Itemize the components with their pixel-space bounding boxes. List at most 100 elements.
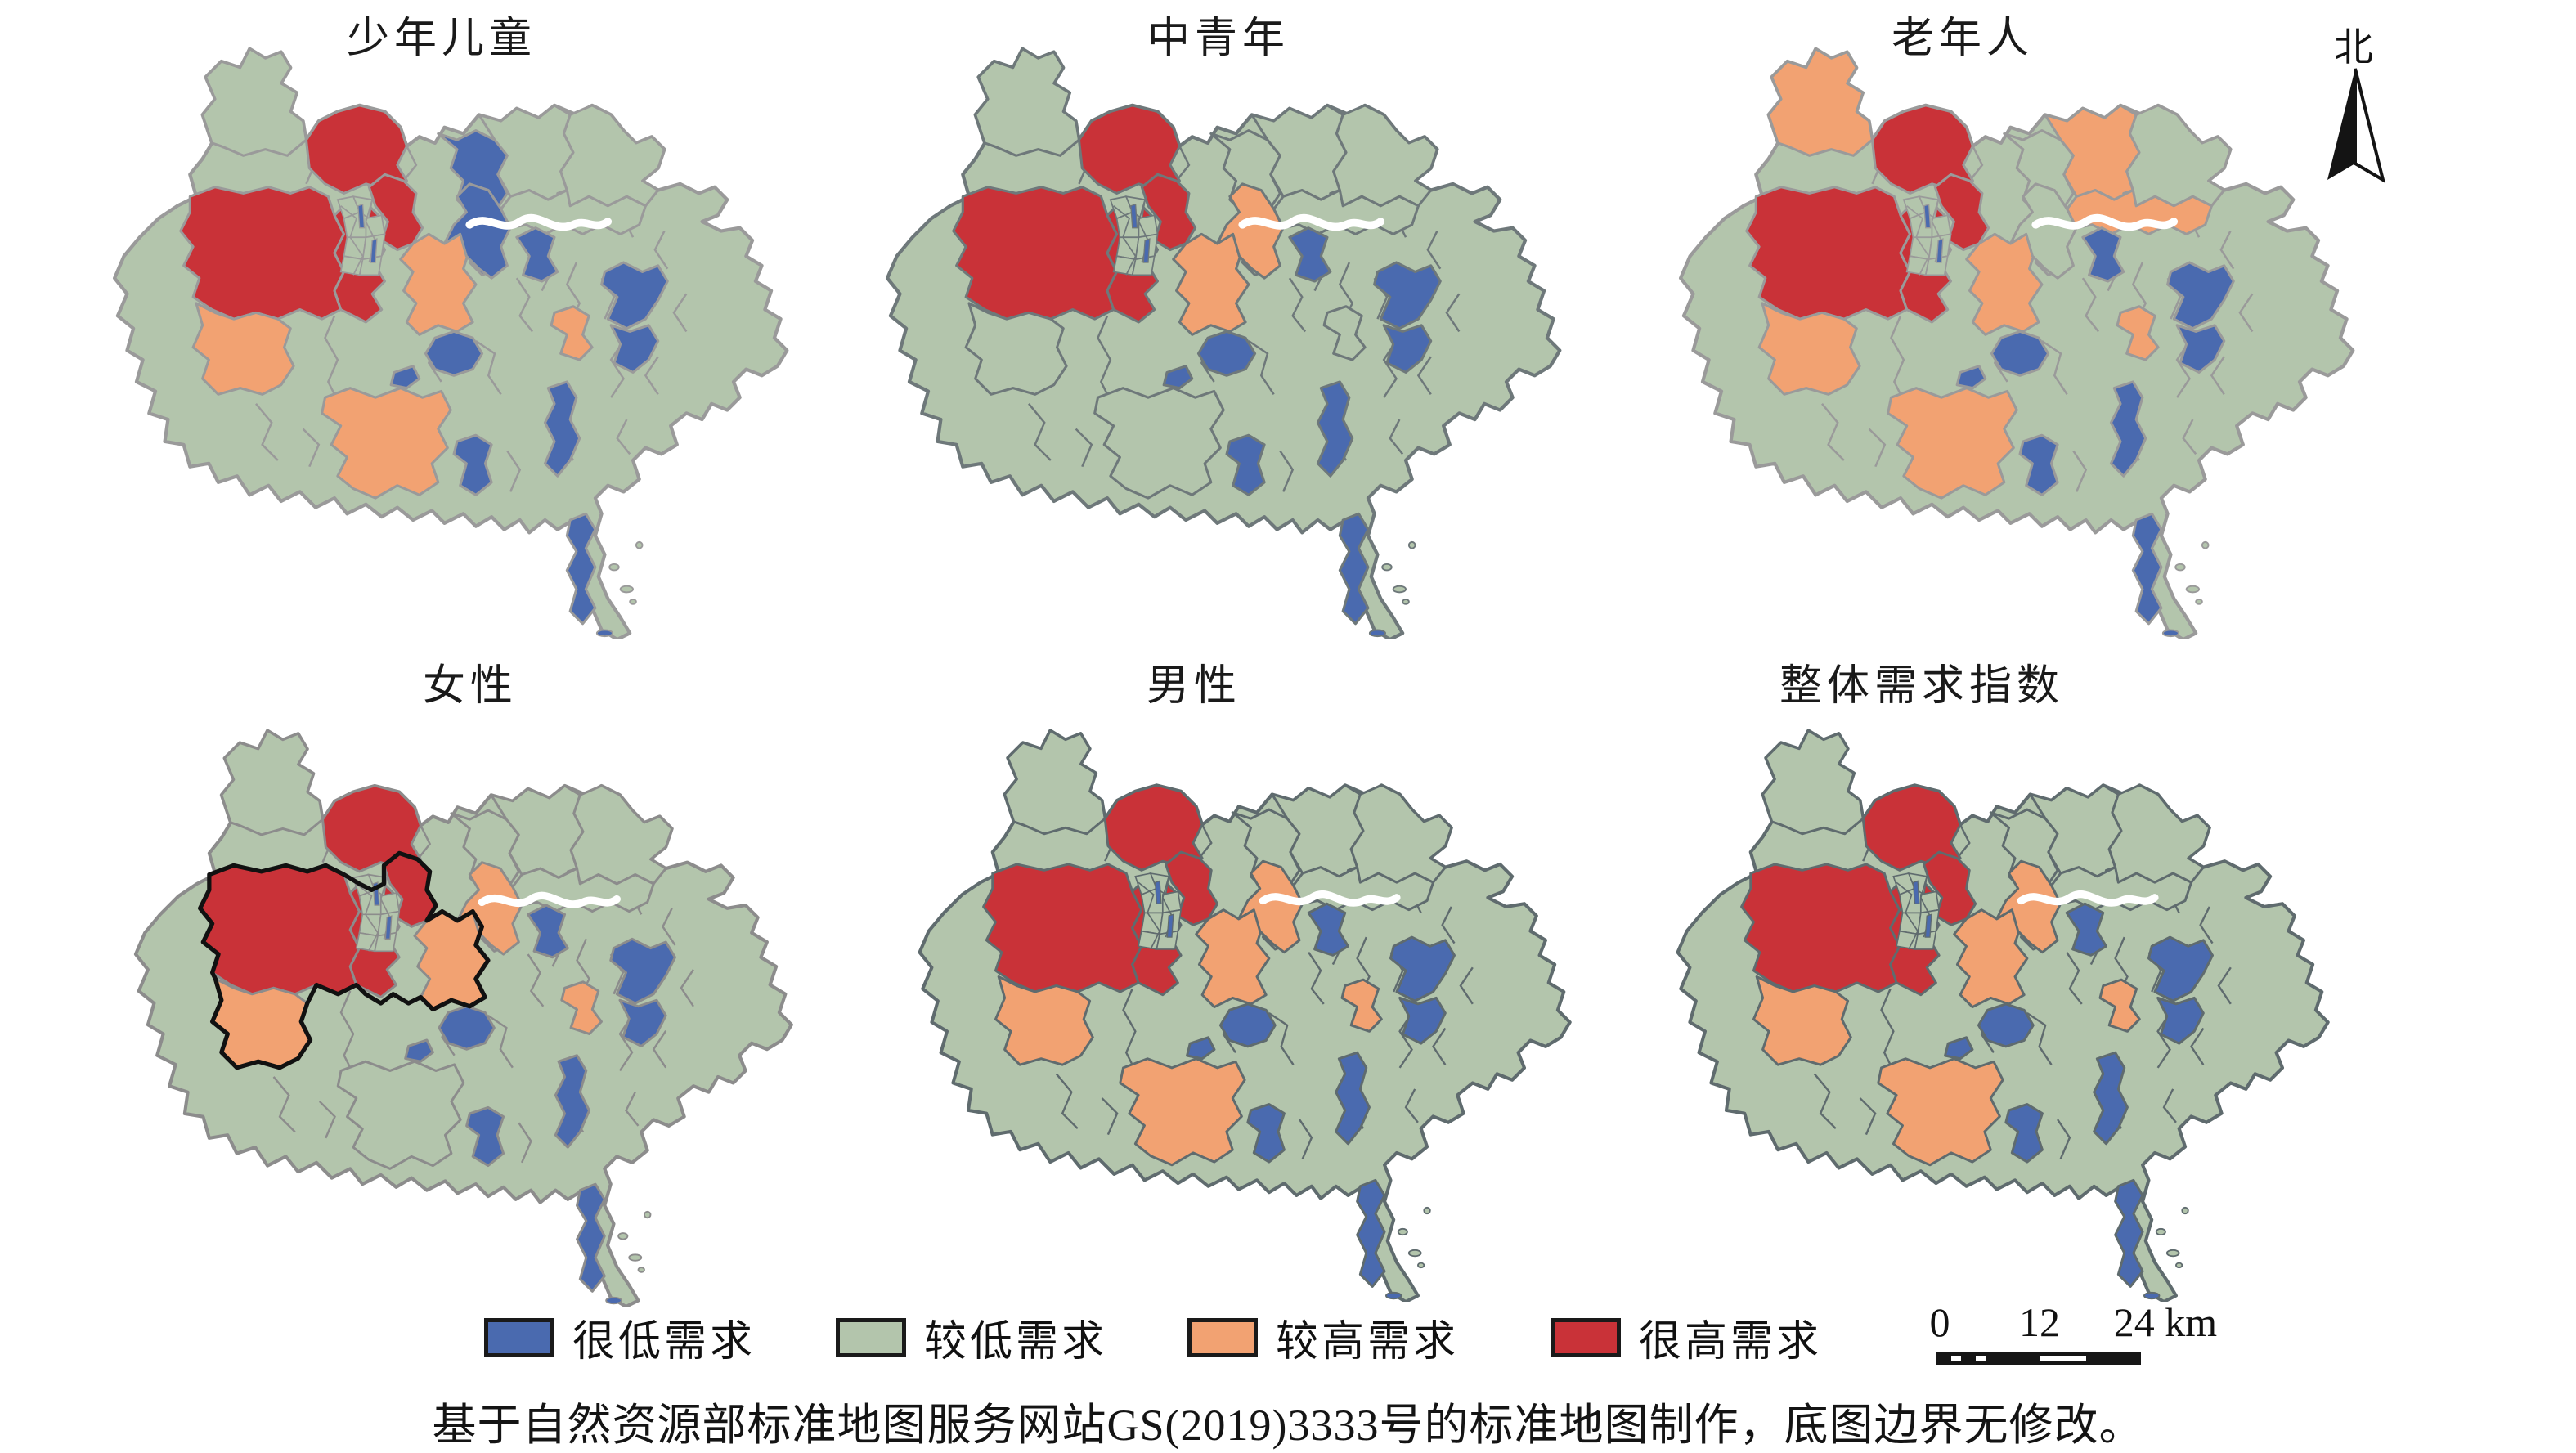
island: [619, 585, 634, 594]
district-ne-far: [556, 104, 666, 208]
district-boundary-line: [2081, 277, 2100, 333]
district-boundary-line: [1198, 824, 1213, 859]
district-boundary-line: [1968, 146, 1984, 182]
district-e-orange-small: [550, 305, 594, 361]
district-s-blue2: [2018, 433, 2059, 496]
district-coast-blue1: [609, 937, 676, 1005]
urban-core-cell: [1905, 255, 1930, 276]
district-coast-blue2: [1382, 324, 1433, 374]
district-boundary-line: [2217, 966, 2232, 1005]
district-boundary-line: [416, 825, 432, 860]
district-boundary-line: [1441, 906, 1456, 944]
island: [2155, 1227, 2166, 1236]
district-boundary-line: [1175, 146, 1191, 182]
district-sw: [1752, 975, 1852, 1066]
district-boundary-line: [1097, 315, 1112, 401]
district-coast-blue2: [1398, 996, 1447, 1045]
island: [1423, 1206, 1431, 1215]
river: [2017, 890, 2159, 907]
district-e-orange-small: [1322, 305, 1367, 361]
district-coast-blue2: [2175, 324, 2226, 374]
district-core-ne: [1933, 173, 1990, 252]
district-boundary-line: [1821, 403, 1845, 461]
district-s-orange: [1887, 387, 2018, 500]
district-s-blue2: [452, 433, 493, 496]
map-panel-male: [891, 724, 1644, 1302]
panel-title-children: 少年儿童: [346, 16, 537, 62]
island: [2195, 599, 2203, 605]
district-boundary-line: [1426, 230, 1442, 270]
island: [1407, 540, 1416, 549]
district-boundary-line: [2199, 906, 2214, 944]
urban-core-water-strip: [1154, 880, 1162, 904]
district-s-orange: [336, 1060, 465, 1170]
district-boundary-line: [1389, 419, 1404, 455]
district-ne-far: [1329, 104, 1438, 208]
island: [2201, 540, 2210, 549]
district-north: [1077, 104, 1181, 195]
district-s-orange: [1093, 387, 1225, 500]
district-boundary-line: [402, 146, 418, 182]
district-boundary-line: [2210, 356, 2225, 396]
district-s-orange: [1877, 1057, 2004, 1167]
district-pen-blue: [576, 1182, 606, 1293]
island: [1417, 1262, 1425, 1269]
district-s-orange: [321, 387, 452, 500]
island: [595, 629, 614, 638]
north-arrow-label: 北: [2333, 26, 2374, 70]
district-coast-blue1: [1389, 935, 1456, 1002]
district-e-orange-small: [2116, 305, 2160, 361]
district-se-blue-vert: [2109, 380, 2147, 478]
district-boundary-line: [1299, 1119, 1313, 1159]
district-boundary-line: [2057, 1119, 2071, 1159]
district-boundary-line: [1880, 988, 1895, 1072]
district-pen-blue: [1356, 1178, 1386, 1288]
district-nw-lobe: [201, 47, 307, 157]
district-s-blue1: [1196, 330, 1257, 377]
river: [478, 891, 621, 908]
district-river-blue: [515, 226, 559, 283]
district-boundary-line: [2066, 952, 2083, 1005]
district-s-blue1: [438, 1005, 496, 1051]
district-pen-blue: [2114, 1178, 2144, 1288]
district-north: [1870, 104, 1974, 195]
highlight-outline: [197, 850, 491, 1070]
district-boundary-line: [255, 403, 279, 461]
district-boundary-line: [1868, 428, 1887, 468]
urban-road-line: [340, 205, 364, 276]
district-boundary-line: [527, 953, 545, 1007]
district-river-blue: [527, 904, 569, 959]
district-se-blue-vert: [2093, 1051, 2129, 1146]
district-ne-far: [2104, 783, 2211, 884]
island: [617, 1232, 629, 1240]
urban-core-water-strip: [1923, 203, 1932, 229]
choropleth-map-female: [133, 729, 793, 1307]
district-nw-lobe: [1767, 47, 1874, 157]
district-ne-far: [1346, 783, 1453, 884]
urban-road-line: [356, 883, 379, 952]
district-e-orange-small: [2098, 978, 2141, 1033]
river: [1238, 213, 1385, 231]
district-s-blue1: [1990, 330, 2050, 377]
urban-core-water-strip: [384, 915, 393, 940]
district-ne-far: [566, 784, 674, 886]
district-boundary-line: [662, 908, 676, 946]
district-se-blue-vert: [554, 1054, 591, 1149]
district-boundary-line: [2182, 419, 2197, 455]
district-s-blue1: [1218, 1002, 1277, 1048]
island: [1397, 1227, 1408, 1236]
district-boundary-line: [1279, 450, 1295, 492]
district-boundary-line: [518, 1122, 532, 1164]
district-s-blue-sm: [1955, 365, 1987, 390]
district-west: [199, 863, 361, 996]
island: [2174, 563, 2186, 572]
map-panel-children: [90, 43, 859, 639]
urban-core-cell: [1896, 930, 1919, 950]
district-boundary-line: [506, 450, 522, 492]
district-se-blue-vert: [543, 380, 581, 478]
island: [1384, 1291, 1402, 1300]
district-s-blue-sm: [389, 365, 421, 390]
district-boundary-line: [1404, 1088, 1419, 1123]
district-north: [321, 784, 422, 873]
district-core-ne: [1165, 850, 1219, 926]
